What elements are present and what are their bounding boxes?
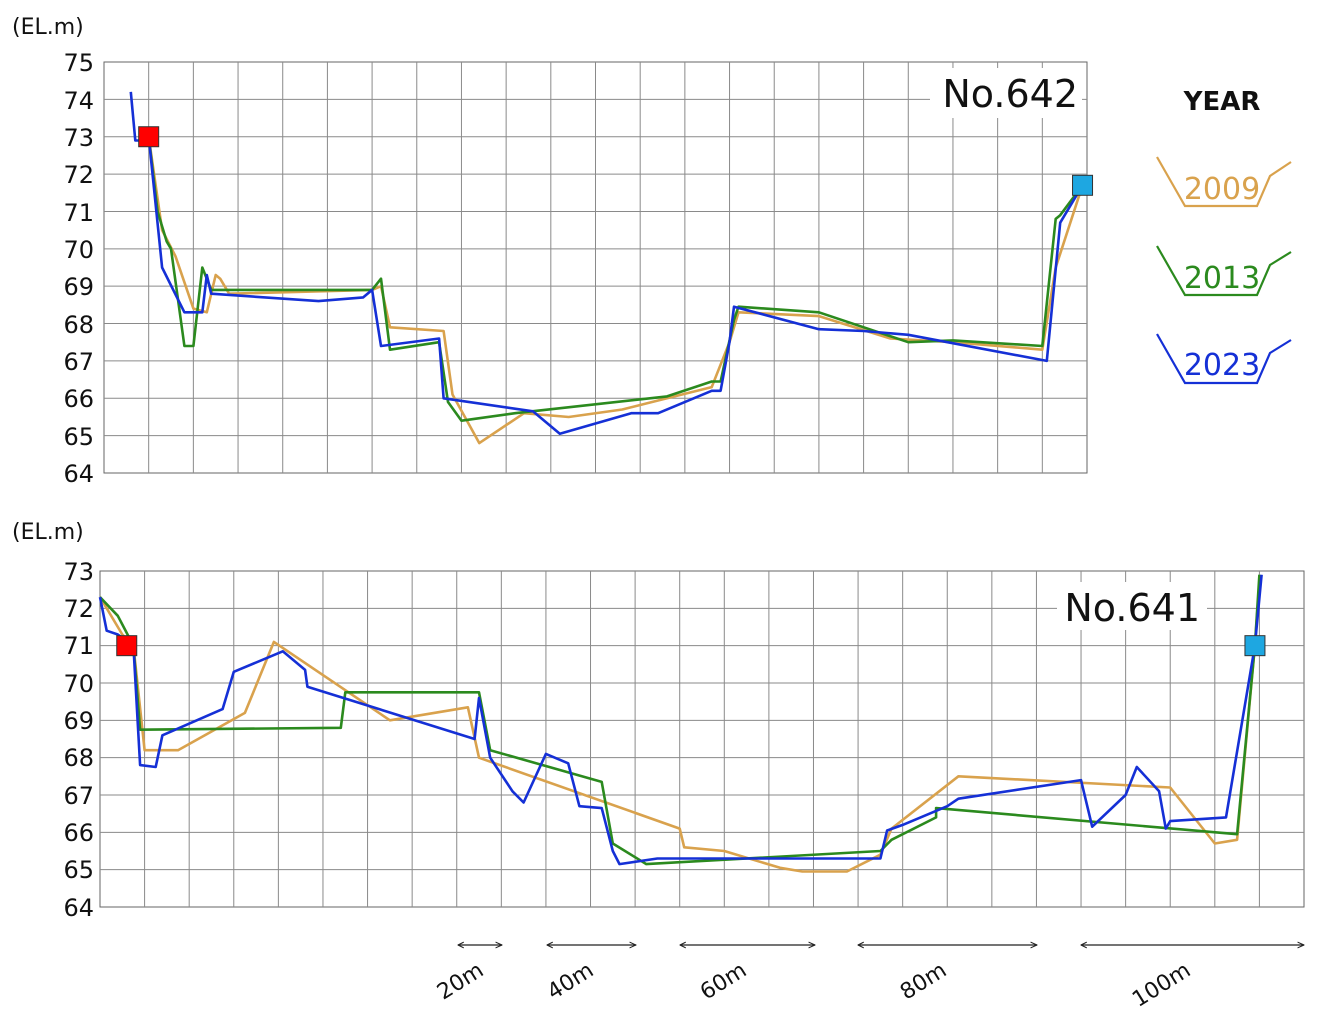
legend-swatch-2009 [1156, 156, 1292, 208]
chart-no642-markers [138, 126, 1094, 196]
y-tick-label: 75 [63, 49, 94, 77]
series-line-2023 [98, 574, 1263, 866]
chart-no642-ylabel: (EL.m) [12, 15, 84, 40]
chart-no641-ylabel: (EL.m) [12, 520, 84, 545]
y-tick-label: 73 [63, 558, 94, 586]
left-bank-marker [138, 126, 160, 148]
legend-item-2009: 2009 [1156, 156, 1292, 208]
y-tick-label: 68 [63, 744, 94, 772]
right-bank-marker [1072, 174, 1094, 196]
scale-label-40m: 40m [543, 958, 598, 1005]
scale-bar-80m: 80m [858, 945, 1037, 1005]
scale-label-20m: 20m [433, 958, 488, 1005]
legend-swatch-2013 [1156, 245, 1292, 297]
chart-no641: (EL.m) 64 65 66 67 68 69 70 71 72 73 No.… [12, 520, 1305, 922]
scale-label-80m: 80m [896, 958, 951, 1005]
y-tick-label: 71 [63, 632, 94, 660]
scale-bar-20m: 20m [433, 945, 502, 1005]
scale-bars: 20m 40m 60m 80m 100m [433, 945, 1304, 1013]
legend-item-2023: 2023 [1156, 333, 1292, 385]
y-tick-label: 72 [63, 161, 94, 189]
right-bank-marker [1244, 635, 1266, 657]
y-tick-label: 67 [63, 348, 94, 376]
scale-label-100m: 100m [1128, 958, 1195, 1013]
chart-no641-title-backdrop [1057, 582, 1207, 630]
chart-no641-title: No.641 [1064, 586, 1200, 630]
chart-no642-title-backdrop [930, 68, 1082, 118]
y-tick-label: 70 [63, 236, 94, 264]
legend-title: YEAR [1183, 87, 1261, 117]
series-line-2013 [147, 136, 1084, 423]
scale-bar-40m: 40m [543, 945, 636, 1005]
legend-item-2013: 2013 [1156, 245, 1292, 297]
chart-no642: (EL.m) 64 65 66 67 68 69 70 71 72 73 74 … [12, 15, 1094, 488]
y-tick-label: 64 [63, 894, 94, 922]
chart-no641-markers [116, 635, 1266, 657]
y-tick-label: 74 [63, 87, 94, 115]
y-tick-label: 73 [63, 124, 94, 152]
y-tick-label: 68 [63, 311, 94, 339]
y-tick-label: 65 [63, 856, 94, 884]
chart-no642-title: No.642 [942, 72, 1078, 116]
y-tick-label: 72 [63, 595, 94, 623]
legend: YEAR 2009 2013 2023 [1156, 87, 1292, 385]
y-tick-label: 66 [63, 385, 94, 413]
y-tick-label: 66 [63, 819, 94, 847]
series-line-2009 [98, 582, 1261, 873]
chart-no641-series [98, 574, 1263, 873]
series-line-2013 [99, 574, 1261, 866]
y-tick-label: 69 [63, 707, 94, 735]
legend-label: 2013 [1184, 261, 1260, 296]
y-tick-label: 67 [63, 782, 94, 810]
y-tick-label: 71 [63, 199, 94, 227]
legend-label: 2009 [1184, 172, 1260, 207]
chart-no642-series [129, 91, 1084, 445]
legend-swatch-2023 [1156, 333, 1292, 385]
scale-bar-60m: 60m [680, 945, 815, 1005]
series-line-2023 [129, 91, 1084, 436]
chart-no642-grid [104, 62, 1087, 473]
y-tick-label: 69 [63, 273, 94, 301]
chart-no641-grid [100, 571, 1304, 907]
chart-no642-yticks: 64 65 66 67 68 69 70 71 72 73 74 75 [63, 49, 94, 488]
y-tick-label: 64 [63, 460, 94, 488]
scale-label-60m: 60m [696, 958, 751, 1005]
chart-no641-plot-frame [99, 570, 1305, 908]
y-tick-label: 70 [63, 670, 94, 698]
scale-bar-100m: 100m [1081, 945, 1304, 1013]
y-tick-label: 65 [63, 423, 94, 451]
left-bank-marker [116, 635, 138, 657]
chart-no641-yticks: 64 65 66 67 68 69 70 71 72 73 [63, 558, 94, 922]
legend-label: 2023 [1184, 348, 1260, 383]
